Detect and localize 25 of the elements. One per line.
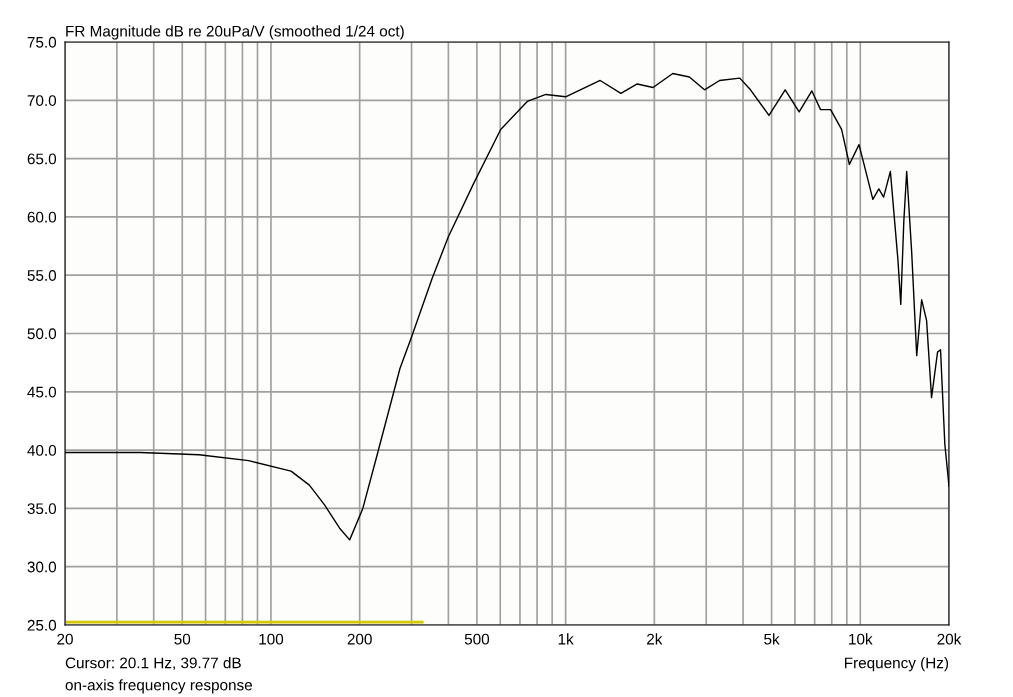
y-tick-label: 55.0 (27, 270, 57, 281)
x-tick-label: 5k (764, 633, 780, 645)
y-tick-label: 40.0 (27, 444, 57, 456)
x-tick-label: 1k (558, 633, 574, 645)
chart-title: FR Magnitude dB re 20uPa/V (smoothed 1/24 oct) (66, 25, 404, 40)
text: on-axis frequency response (65, 679, 252, 694)
x-tick-label: 200 (347, 633, 372, 645)
x-tick-label: 20k (937, 633, 962, 645)
y-tick-label: 45.0 (27, 386, 57, 398)
x-tick-label: 100 (259, 633, 284, 645)
x-tick-label: 500 (464, 633, 490, 645)
x-tick-label: 2k (647, 633, 663, 645)
x-tick-label: 50 (174, 633, 191, 645)
y-tick-label: 35.0 (27, 503, 57, 515)
y-tick-label: 30.0 (27, 561, 57, 573)
x-tick-label: 20 (57, 633, 73, 645)
y-tick-label: 75.0 (27, 36, 57, 48)
y-tick-label: 25.0 (27, 619, 57, 631)
y-tick-label: 50.0 (27, 328, 57, 340)
y-tick-label: 60.0 (27, 211, 57, 223)
y-tick-label: 65.0 (27, 153, 57, 165)
y-tick-label: 70.0 (27, 95, 57, 106)
x-axis-title: Frequency (Hz) (844, 657, 949, 672)
text: Cursor: 20.1 Hz, 39.77 dB (65, 657, 241, 671)
x-tick-label: 10k (849, 633, 873, 645)
